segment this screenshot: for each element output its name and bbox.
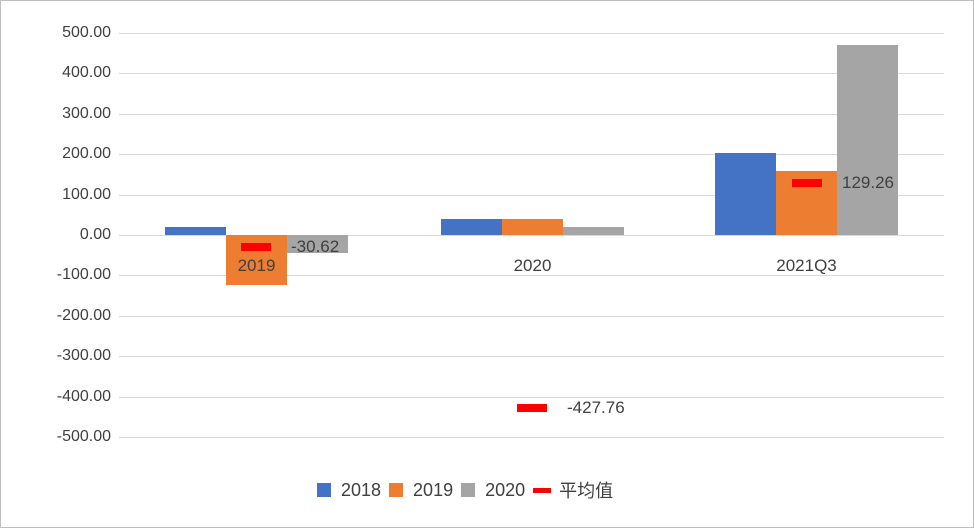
y-tick-label: 100.00 — [62, 186, 111, 203]
bar-2020-2019 — [287, 235, 348, 253]
legend-label: 平均值 — [559, 481, 614, 501]
bar-2020-2021Q3 — [837, 45, 898, 235]
y-tick-label: 200.00 — [62, 145, 111, 162]
bar-2019-2020 — [502, 219, 563, 235]
bar-2020-2020 — [563, 227, 624, 235]
category-label: 2019 — [237, 256, 276, 275]
gridline — [119, 316, 944, 317]
gridline — [119, 437, 944, 438]
gridline — [119, 154, 944, 155]
category-label: 2021Q3 — [776, 256, 837, 275]
legend-swatch — [389, 483, 404, 497]
gridline — [119, 397, 944, 398]
gridline — [119, 33, 944, 34]
legend-label: 2019 — [413, 479, 454, 500]
gridline — [119, 195, 944, 196]
legend-swatch — [317, 483, 331, 497]
y-tick-label: -500.00 — [56, 428, 111, 445]
legend-item-2018: 2018 — [317, 480, 381, 501]
average-marker — [517, 404, 547, 412]
legend-item-average: 平均值 — [533, 477, 613, 503]
y-tick-label: -300.00 — [56, 347, 111, 364]
gridline — [119, 114, 944, 115]
average-marker — [241, 243, 271, 251]
gridline — [119, 275, 944, 276]
bar-2018-2020 — [441, 219, 502, 235]
bar-2018-2019 — [165, 227, 226, 235]
y-tick-label: 400.00 — [62, 64, 111, 81]
legend-label: 2018 — [341, 479, 382, 500]
legend: 2018 2019 2020 平均值 — [317, 477, 621, 503]
y-tick-label: -200.00 — [56, 307, 111, 324]
category-label: 2020 — [513, 256, 552, 275]
gridline — [119, 235, 944, 236]
y-tick-label: 300.00 — [62, 105, 111, 122]
legend-item-2020: 2020 — [461, 480, 525, 501]
average-label: -30.62 — [291, 237, 340, 256]
gridline — [119, 73, 944, 74]
average-label: 129.26 — [842, 173, 894, 192]
y-tick-label: 0.00 — [79, 226, 111, 243]
y-tick-label: -400.00 — [56, 388, 111, 405]
legend-item-2019: 2019 — [389, 480, 453, 501]
average-label: -427.76 — [567, 398, 625, 417]
gridline — [119, 356, 944, 357]
bar-2018-2021Q3 — [715, 153, 776, 235]
average-marker — [792, 179, 822, 187]
legend-label: 2020 — [485, 479, 526, 500]
y-tick-label: -100.00 — [56, 266, 111, 283]
y-tick-label: 500.00 — [62, 24, 111, 41]
legend-line — [533, 487, 552, 493]
legend-swatch — [461, 483, 476, 497]
